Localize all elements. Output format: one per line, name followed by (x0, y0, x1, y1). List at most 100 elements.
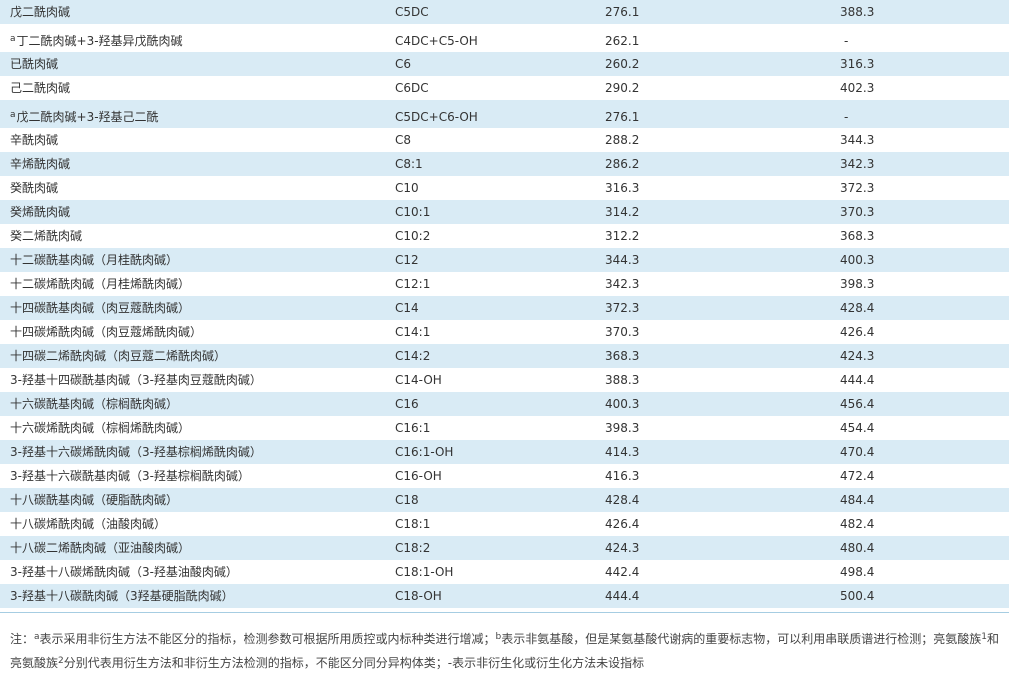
cell-compound-name: 十六碳酰基肉碱（棕榈酰肉碱） (0, 392, 395, 416)
cell-mass-value-2: 470.4 (840, 440, 1009, 464)
cell-mass-value-1: 276.1 (605, 100, 840, 128)
table-row: 癸二烯酰肉碱 C10:2 312.2 368.3 (0, 224, 1009, 248)
footnote-text-and: 和 (987, 632, 1000, 646)
cell-mass-value-1: 288.2 (605, 133, 640, 147)
cell-abbreviation: C14 (395, 296, 605, 320)
cell-abbreviation: C16:1-OH (395, 440, 605, 464)
cell-mass-value-1: 344.3 (605, 248, 840, 272)
cell-mass-value-2: 498.4 (840, 565, 875, 579)
cell-mass-value-1: 286.2 (605, 152, 840, 176)
table-bottom-divider (0, 612, 1009, 613)
table-row: a丁二酰肉碱+3-羟基异戊酰肉碱 C4DC+C5-OH 262.1- (0, 24, 1009, 52)
cell-compound-name: 戊二酰肉碱 (0, 0, 395, 24)
table-body: 戊二酰肉碱 C5DC 276.1 388.3 a丁二酰肉碱+3-羟基异戊酰肉碱 C4DC+… (0, 0, 1009, 608)
compound-name-text: 丁二酰肉碱+3-羟基异戊酰肉碱 (16, 33, 183, 48)
cell-abbreviation: C6DC (395, 81, 429, 95)
cell-compound-name: 十八碳二烯酰肉碱（亚油酸肉碱） (0, 536, 395, 560)
cell-mass-value-2: 388.3 (840, 0, 1009, 24)
cell-compound-name: 十四碳二烯酰肉碱（肉豆蔻二烯酰肉碱） (0, 344, 395, 368)
table-row: 3-羟基十四碳酰基肉碱（3-羟基肉豆蔻酰肉碱） C14-OH 388.3 444.4 (0, 368, 1009, 392)
cell-mass-value-1: 414.3 (605, 440, 840, 464)
cell-compound-name: 癸烯酰肉碱 (0, 200, 395, 224)
compound-name-text: 已酰肉碱 (10, 57, 59, 71)
table-container: 戊二酰肉碱 C5DC 276.1 388.3 a丁二酰肉碱+3-羟基异戊酰肉碱 C4DC+… (0, 0, 1009, 608)
cell-abbreviation: C6 (395, 52, 605, 76)
cell-compound-name: 十四碳酰基肉碱（肉豆蔻酰肉碱） (0, 296, 395, 320)
table-row: 3-羟基十六碳酰基肉碱（3-羟基棕榈酰肉碱） C16-OH 416.3 472.4 (0, 464, 1009, 488)
footnote-mark-b: b (495, 632, 502, 642)
compound-name-text: 十六碳烯酰肉碱（棕榈烯酰肉碱） (10, 421, 191, 435)
cell-abbreviation: C18-OH (395, 584, 605, 608)
footnote-text-leucine: 亮氨酸族 (10, 656, 59, 670)
footnote-mark-2: 2 (58, 656, 64, 666)
table-row: 十八碳烯酰肉碱（油酸肉碱） C18:1 426.4 482.4 (0, 512, 1009, 536)
cell-abbreviation: C16-OH (395, 469, 442, 483)
cell-compound-name: a戊二酰肉碱+3-羟基己二酰 (0, 100, 395, 128)
compound-name-text: 十六碳酰基肉碱（棕榈酰肉碱） (10, 397, 179, 411)
cell-mass-value-1: 398.3 (605, 421, 640, 435)
cell-mass-value-1: 312.2 (605, 229, 640, 243)
compound-name-text: 十二碳酰基肉碱（月桂酰肉碱） (10, 253, 179, 267)
cell-abbreviation: C8:1 (395, 152, 605, 176)
table-row: 戊二酰肉碱 C5DC 276.1 388.3 (0, 0, 1009, 24)
cell-mass-value-1: 442.4 (605, 565, 640, 579)
table-row: 十四碳烯酰肉碱（肉豆蔻烯酰肉碱） C14:1 370.3 426.4 (0, 320, 1009, 344)
cell-mass-value-2: 372.3 (840, 181, 875, 195)
cell-mass-value-1: 316.3 (605, 181, 640, 195)
cell-abbreviation: C18 (395, 488, 605, 512)
compound-name-text: 癸二烯酰肉碱 (10, 229, 83, 243)
footnote: 注：a表示采用非衍生方法不能区分的指标，检测参数可根据所用质控或内标种类进行增减… (10, 627, 1005, 675)
compound-name-text: 戊二酰肉碱 (10, 5, 71, 19)
cell-mass-value-2: 400.3 (840, 248, 1009, 272)
cell-abbreviation: C18:1 (395, 517, 431, 531)
cell-compound-name: 十二碳烯酰肉碱（月桂烯酰肉碱） (0, 272, 395, 296)
cell-abbreviation: C10:1 (395, 200, 605, 224)
cell-mass-value-2: 500.4 (840, 584, 1009, 608)
compound-name-text: 辛酰肉碱 (10, 133, 59, 147)
acylcarnitine-table: 戊二酰肉碱 C5DC 276.1 388.3 a丁二酰肉碱+3-羟基异戊酰肉碱 C4DC+… (0, 0, 1009, 608)
cell-mass-value-1: 262.1 (605, 33, 640, 48)
cell-abbreviation: C12 (395, 248, 605, 272)
compound-name-text: 3-羟基十六碳酰基肉碱（3-羟基棕榈酰肉碱） (10, 469, 250, 483)
cell-mass-value-2: 398.3 (840, 277, 875, 291)
cell-mass-value-1: 400.3 (605, 392, 840, 416)
cell-mass-value-1: 444.4 (605, 584, 840, 608)
cell-compound-name: 辛酰肉碱 (0, 128, 395, 152)
compound-name-text: 十四碳二烯酰肉碱（肉豆蔻二烯酰肉碱） (10, 349, 227, 363)
compound-name-text: 癸烯酰肉碱 (10, 205, 71, 219)
cell-compound-name: 辛烯酰肉碱 (0, 152, 395, 176)
cell-mass-value-1: 314.2 (605, 200, 840, 224)
table-row: a戊二酰肉碱+3-羟基己二酰 C5DC+C6-OH 276.1- (0, 100, 1009, 128)
cell-mass-value-2: 444.4 (840, 373, 875, 387)
cell-mass-value-1: 416.3 (605, 469, 640, 483)
cell-abbreviation: C16 (395, 392, 605, 416)
table-row: 十四碳酰基肉碱（肉豆蔻酰肉碱） C14 372.3 428.4 (0, 296, 1009, 320)
cell-abbreviation: C4DC+C5-OH (395, 33, 478, 48)
cell-mass-value-1: 370.3 (605, 325, 640, 339)
compound-name-text: 辛烯酰肉碱 (10, 157, 71, 171)
compound-name-text: 3-羟基十六碳烯酰肉碱（3-羟基棕榈烯酰肉碱） (10, 445, 262, 459)
table-row: 十二碳酰基肉碱（月桂酰肉碱） C12 344.3 400.3 (0, 248, 1009, 272)
compound-name-text: 十二碳烯酰肉碱（月桂烯酰肉碱） (10, 277, 191, 291)
compound-name-text: 3-羟基十四碳酰基肉碱（3-羟基肉豆蔻酰肉碱） (10, 373, 262, 387)
table-row: 己二酰肉碱 C6DC 290.2 402.3 (0, 76, 1009, 100)
cell-abbreviation: C5DC (395, 0, 605, 24)
table-row: 十八碳酰基肉碱（硬脂酰肉碱） C18 428.4 484.4 (0, 488, 1009, 512)
table-row: 辛酰肉碱 C8 288.2 344.3 (0, 128, 1009, 152)
compound-name-text: 戊二酰肉碱+3-羟基己二酰 (16, 109, 159, 124)
cell-mass-value-2: 316.3 (840, 52, 1009, 76)
cell-compound-name: 癸二烯酰肉碱 (0, 224, 395, 248)
cell-abbreviation: C14-OH (395, 373, 442, 387)
cell-compound-name: 十八碳酰基肉碱（硬脂酰肉碱） (0, 488, 395, 512)
footnote-marker: a (10, 33, 16, 44)
cell-mass-value-2: 484.4 (840, 488, 1009, 512)
cell-compound-name: 已酰肉碱 (0, 52, 395, 76)
cell-mass-value-1: 426.4 (605, 517, 640, 531)
compound-name-text: 十四碳烯酰肉碱（肉豆蔻烯酰肉碱） (10, 325, 203, 339)
cell-compound-name: a丁二酰肉碱+3-羟基异戊酰肉碱 (0, 24, 395, 52)
cell-mass-value-1: 368.3 (605, 344, 840, 368)
cell-mass-value-1: 276.1 (605, 0, 840, 24)
footnote-text-end: 分别代表用衍生方法和非衍生方法检测的指标，不能区分同分异构体类；-表示非衍生化或… (63, 656, 645, 670)
cell-mass-value-2: 456.4 (840, 392, 1009, 416)
cell-mass-value-1: 342.3 (605, 277, 640, 291)
